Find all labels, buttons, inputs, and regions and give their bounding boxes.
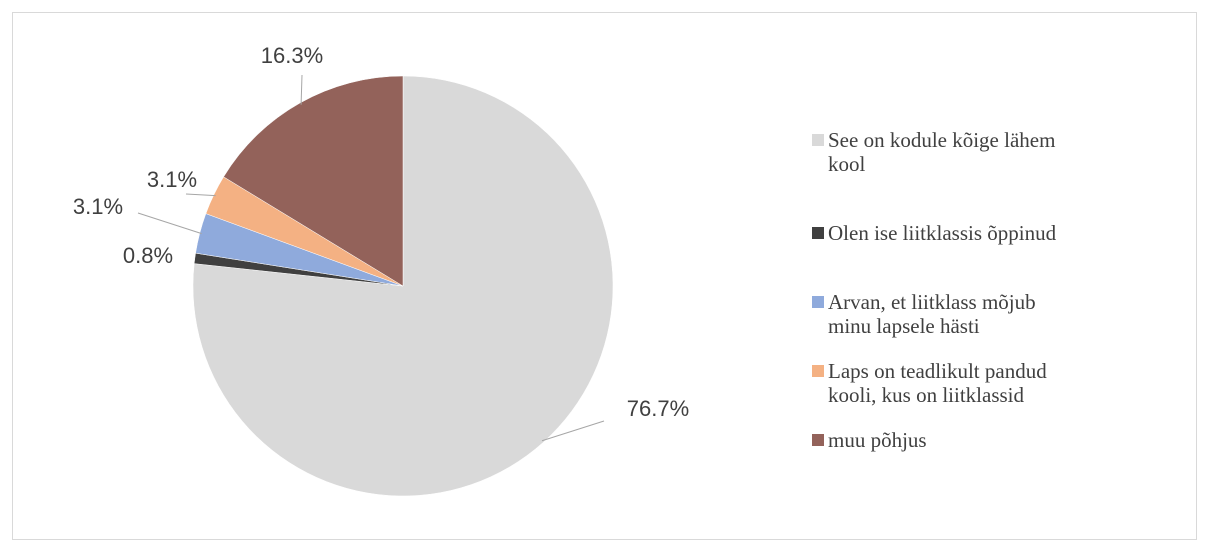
legend-swatch	[812, 365, 824, 377]
legend-item: Arvan, et liitklass mõjub minu lapsele h…	[808, 290, 1078, 338]
legend-item: See on kodule kõige lähem kool	[808, 128, 1078, 176]
legend-label: See on kodule kõige lähem kool	[828, 128, 1056, 176]
data-label: 76.7%	[627, 396, 689, 421]
legend-item: muu põhjus	[808, 428, 1078, 452]
leader-line	[300, 74, 303, 105]
legend-swatch	[812, 134, 824, 146]
data-label: 0.8%	[123, 243, 173, 268]
data-label: 3.1%	[73, 194, 123, 219]
legend-swatch	[812, 296, 824, 308]
leader-line	[185, 193, 216, 197]
legend-label: muu põhjus	[828, 428, 927, 452]
legend-label: Arvan, et liitklass mõjub minu lapsele h…	[828, 290, 1036, 338]
pie-slice	[192, 75, 614, 497]
leader-line	[541, 420, 605, 442]
data-label: 16.3%	[261, 43, 323, 68]
legend-swatch	[812, 227, 824, 239]
legend-swatch	[812, 434, 824, 446]
pie-slice	[223, 75, 404, 287]
legend: See on kodule kõige lähem kool Olen ise l…	[808, 128, 1078, 497]
data-label: 3.1%	[147, 167, 197, 192]
legend-item: Olen ise liitklassis õppinud	[808, 221, 1078, 245]
legend-item: Laps on teadlikult pandud kooli, kus on …	[808, 359, 1078, 407]
legend-label: Olen ise liitklassis õppinud	[828, 221, 1057, 245]
leader-line	[137, 212, 202, 235]
legend-label: Laps on teadlikult pandud kooli, kus on …	[828, 359, 1047, 407]
